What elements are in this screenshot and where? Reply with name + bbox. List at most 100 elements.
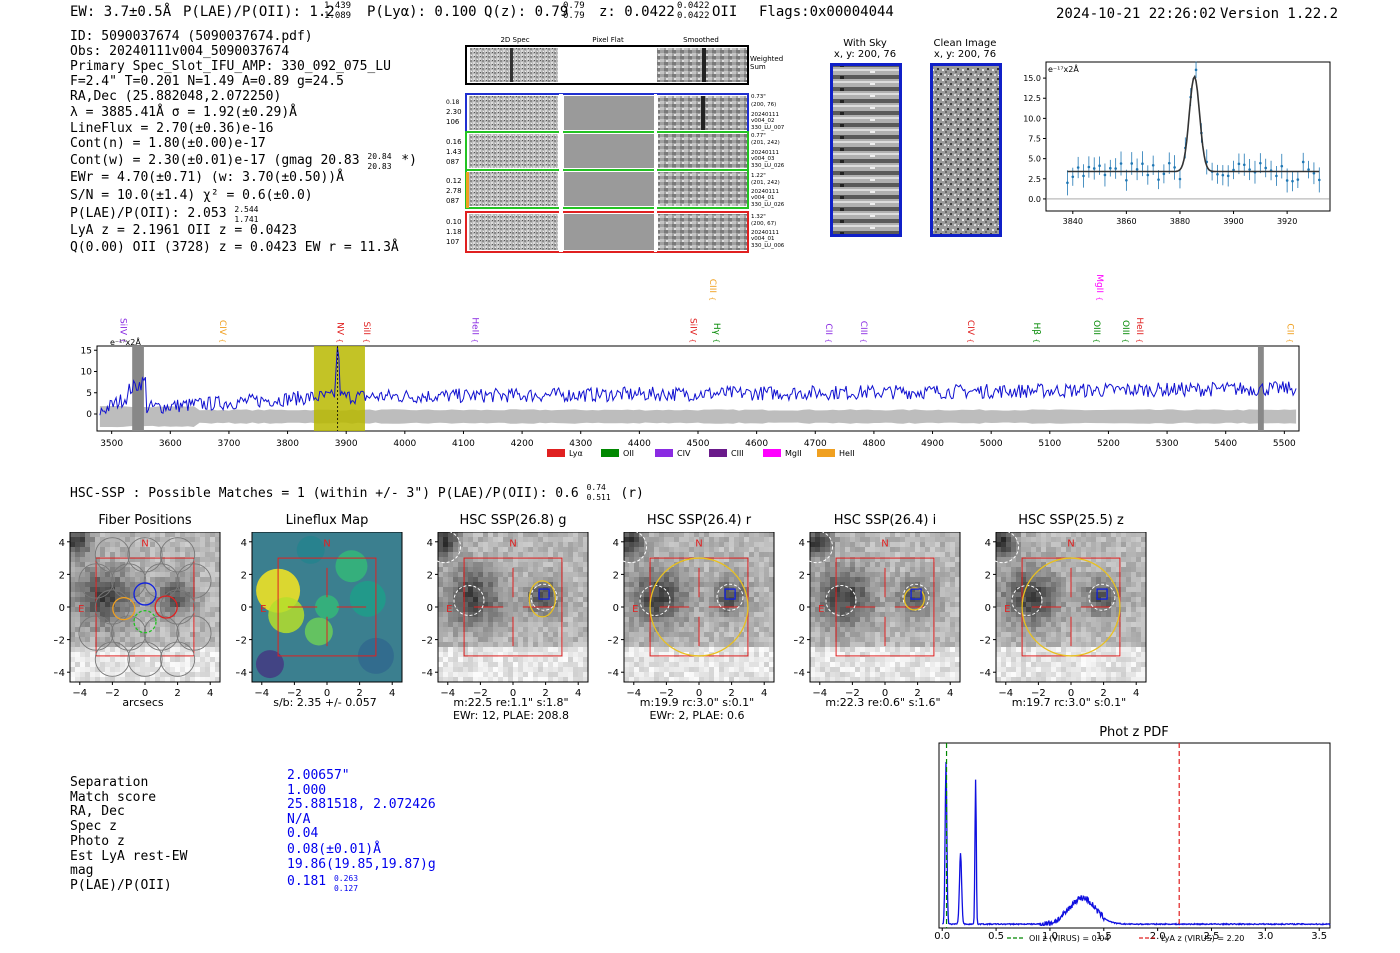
legend-swatch	[601, 449, 619, 457]
lineflux-blob	[349, 580, 386, 617]
hsc-panel-title: HSC SSP(26.8) g	[459, 513, 567, 528]
col-header-2dspec: 2D Spec	[500, 36, 529, 44]
fiber-circle	[160, 537, 196, 573]
line-marker-brace: {	[966, 339, 974, 343]
zoom-point	[1141, 162, 1144, 166]
full-xtick-label: 3900	[335, 439, 358, 449]
line-marker-brace: {	[688, 339, 696, 343]
line-marker-label: CIV	[217, 320, 227, 336]
line-marker: MgII {	[1094, 275, 1104, 301]
line-marker-brace: {	[824, 339, 832, 343]
line-marker-label: OIII	[1091, 320, 1101, 335]
compass-e: E	[446, 604, 452, 615]
legend-label: HeII	[839, 449, 855, 458]
row1-right-1: 0.73"	[751, 94, 766, 100]
fiber-circle	[143, 563, 179, 599]
hsc-ytick-label: 4	[59, 538, 65, 549]
line-marker-label: CIII	[858, 321, 868, 335]
header-plae: P(LAE)/P(OII): 1.2	[183, 4, 335, 20]
line-marker: SiII {	[361, 321, 371, 343]
lineflux-blob	[255, 650, 284, 679]
header-qz-lo: 0.79	[563, 11, 585, 21]
clean-image-title: Clean Image x, y: 200, 76	[928, 38, 1002, 60]
line-marker: CII {	[1284, 323, 1294, 343]
fiber-circle	[78, 563, 114, 599]
full-spectrum-plot: SiIV{CIV{NV{SiII{HeII{SiIV{Hγ{CIII{CII{C…	[81, 275, 1300, 458]
catalog-source	[453, 584, 485, 616]
zoom-ytick-label: 7.5	[1028, 135, 1041, 144]
hsc-ytick-label: −4	[236, 668, 247, 679]
plae-text: P(LAE)/P(OII): 2.053	[70, 206, 227, 221]
hsc-xtick-label: 2	[914, 688, 920, 699]
hsc-panel-caption-2: EWr: 2, PLAE: 0.6	[649, 709, 745, 722]
line-marker: NV {	[334, 322, 344, 343]
hsc-panel-caption: m:22.3 re:0.6" s:1.6"	[825, 696, 941, 709]
legend-label: CIII	[731, 449, 744, 458]
zoom-point	[1264, 166, 1267, 170]
legend-label: CIV	[677, 449, 691, 458]
hsc-ytick-label: 0	[427, 603, 433, 614]
hsc-summary-lo: 0.511	[586, 493, 611, 502]
line-marker: CIII {	[858, 321, 868, 343]
row4-left-3: 107	[446, 238, 459, 246]
line-marker-label: CIV	[965, 320, 975, 336]
hsc-xtick-label: 4	[207, 688, 213, 699]
zoom-ytick-label: 0.0	[1028, 195, 1041, 204]
row4-right-2: (200, 67)	[751, 221, 776, 227]
hsc-xtick-label: −2	[659, 688, 674, 699]
photz-xtick-label: 3.5	[1311, 931, 1327, 942]
fiber-cutouts: 2D Spec Pixel Flat Smoothed Weighted Sum…	[446, 36, 785, 253]
row3-right-1: 1.22"	[751, 173, 766, 179]
hsc-xtick-label: −4	[72, 688, 87, 699]
photz-xtick-label: 1.0	[1042, 931, 1058, 942]
full-xtick-label: 4800	[862, 439, 885, 449]
zoom-point	[1167, 161, 1171, 165]
hsc-xtick-label: 4	[947, 688, 953, 699]
hsc-xtick-label: 0	[1068, 688, 1074, 699]
full-spectrum-line	[99, 347, 1297, 416]
hsc-xtick-label: −2	[845, 688, 860, 699]
zoom-point	[1194, 68, 1198, 72]
row1-right-2: (200, 76)	[751, 102, 776, 108]
match-plae-lo: 0.127	[333, 884, 359, 893]
fiber-circle	[127, 641, 163, 677]
legend-label: MgII	[785, 449, 802, 458]
full-xtick-label: 3600	[159, 439, 182, 449]
legend-swatch	[655, 449, 673, 457]
zoom-point	[1125, 178, 1128, 182]
zoom-point	[1307, 168, 1310, 171]
hsc-panel: HSC SSP(26.4) r N E 4 2 0 −2 −4 −4 −2 0 2 4 m:19.9 rc…	[608, 512, 794, 727]
zoom-point	[1312, 171, 1316, 175]
zoom-point	[1275, 174, 1278, 178]
line-marker-brace: {	[218, 339, 226, 343]
row3-right-3: 20240111	[751, 189, 779, 195]
match-label-separation: Separation	[70, 775, 149, 790]
hsc-panel-image: N E 4 2 0 −2 −4 −4 −2 0 2 4	[608, 532, 775, 699]
contw-text: Cont(w) = 2.30(±0.01)e-17 (gmag 20.83	[70, 153, 360, 168]
lineflux-blob	[335, 550, 368, 583]
zoom-point	[1162, 172, 1166, 176]
line-marker-label: Hβ	[1031, 322, 1041, 335]
hsc-panel-caption-2: EWr: 12, PLAE: 208.8	[452, 709, 570, 722]
with-sky-image	[830, 63, 902, 237]
legend-label: Lyα	[569, 449, 583, 458]
hsc-ytick-label: 4	[613, 538, 619, 549]
full-unit-label: e⁻¹⁷x2Å	[110, 336, 141, 347]
legend-swatch	[763, 449, 781, 457]
hsc-ytick-label: −4	[54, 668, 65, 679]
hsc-xtick-label: 0	[142, 688, 148, 699]
row1-right-5: 330_LU_007	[751, 125, 785, 131]
hsc-xtick-label: −4	[254, 688, 269, 699]
with-sky-title: With Sky x, y: 200, 76	[830, 38, 900, 60]
lineflux-blob	[315, 595, 339, 619]
aperture-ellipse	[649, 557, 749, 657]
zoom-unit-label: e⁻¹⁷x2Å	[1048, 63, 1079, 74]
catalog-source	[1088, 583, 1116, 611]
hsc-ytick-label: 2	[427, 570, 433, 581]
match-value-radec: 25.881518, 2.072426	[287, 797, 436, 812]
hsc-ytick-label: −2	[236, 636, 247, 647]
hsc-pixels	[810, 532, 961, 683]
header-plae-lo: 1.089	[324, 11, 352, 21]
detection-lambda: λ = 3885.41Å σ = 1.92(±0.29)Å	[70, 105, 297, 120]
plae-lo: 1.741	[234, 215, 259, 224]
